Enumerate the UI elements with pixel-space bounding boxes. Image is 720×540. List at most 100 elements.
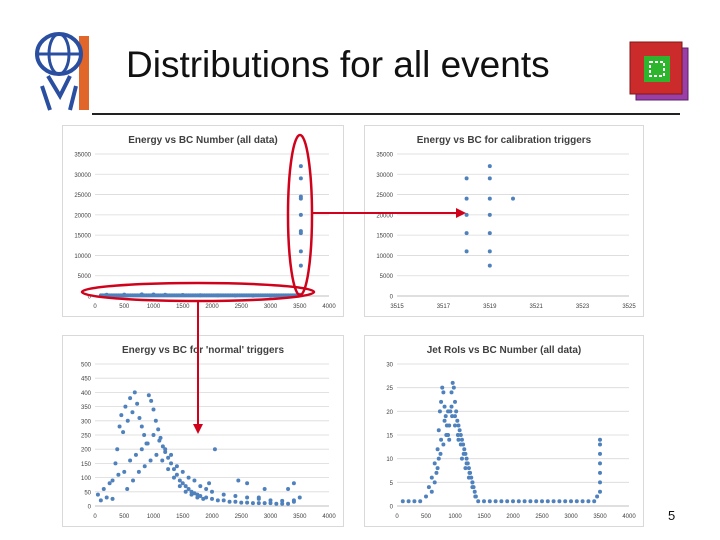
data-point (137, 415, 142, 420)
data-point (210, 496, 214, 501)
data-point (169, 461, 174, 466)
data-point (406, 499, 411, 504)
data-point (139, 424, 144, 429)
data-point (204, 486, 209, 491)
data-point (215, 498, 220, 503)
page-title: Distributions for all events (126, 44, 550, 85)
data-point (121, 430, 126, 435)
data-point (432, 480, 437, 485)
data-point (166, 455, 171, 460)
data-point (156, 427, 161, 432)
data-point (149, 398, 154, 403)
y-tick-label: 20 (386, 410, 393, 416)
x-tick-label: 4000 (622, 514, 636, 520)
data-point (183, 489, 188, 494)
y-tick-label: 10000 (74, 254, 91, 260)
data-point (233, 499, 238, 504)
x-tick-label: 0 (395, 514, 399, 520)
data-point (212, 447, 217, 452)
data-point (470, 480, 475, 485)
data-point (298, 231, 303, 236)
data-point (198, 484, 203, 489)
data-point (113, 461, 118, 466)
data-point (487, 212, 492, 217)
chart-title: Energy vs BC for calibration triggers (417, 135, 592, 146)
y-tick-label: 10000 (376, 254, 393, 260)
data-point (432, 461, 437, 466)
chart-svg: Energy vs BC for calibration triggers 0 50… (376, 135, 636, 310)
data-point (464, 212, 469, 217)
data-point (125, 486, 130, 491)
data-point (446, 409, 451, 414)
data-point (476, 499, 481, 504)
data-point (117, 424, 122, 429)
data-point (464, 249, 469, 254)
data-point (441, 442, 446, 447)
x-tick-label: 500 (421, 514, 432, 520)
data-point (256, 495, 261, 500)
x-tick-label: 2000 (205, 514, 219, 520)
data-point (256, 501, 261, 506)
data-point (464, 176, 469, 181)
data-point (298, 263, 303, 268)
y-tick-label: 30 (386, 363, 393, 369)
data-point (151, 407, 156, 412)
data-point (157, 438, 162, 443)
y-tick-label: 30000 (74, 173, 91, 179)
data-point (245, 481, 250, 486)
data-point (128, 458, 133, 463)
y-tick-label: 25 (386, 386, 393, 392)
data-point (146, 393, 151, 398)
data-point (442, 418, 447, 423)
data-point (291, 499, 296, 504)
data-point (438, 451, 443, 456)
data-point (107, 481, 112, 486)
data-point (133, 452, 138, 457)
data-point (136, 469, 141, 474)
data-point (540, 499, 544, 504)
data-point (160, 444, 165, 449)
data-point (153, 418, 158, 423)
data-point (598, 489, 602, 494)
y-tick-label: 300 (81, 419, 92, 425)
data-point (180, 481, 185, 486)
data-point (186, 475, 191, 480)
data-point (125, 418, 130, 423)
y-tick-label: 200 (81, 448, 92, 454)
data-point (221, 498, 226, 503)
data-point (487, 499, 492, 504)
data-point (598, 442, 602, 447)
chart-title: Energy vs BC Number (all data) (128, 135, 277, 146)
y-tick-label: 25000 (376, 193, 393, 199)
x-tick-label: 3515 (390, 304, 404, 310)
data-point (454, 409, 459, 414)
x-tick-label: 1500 (477, 514, 491, 520)
data-point (464, 456, 469, 461)
x-tick-label: 500 (119, 514, 130, 520)
data-point (598, 451, 602, 456)
data-point (400, 499, 405, 504)
data-point (122, 469, 127, 474)
data-point (154, 452, 159, 457)
data-point (166, 467, 171, 472)
data-point (467, 470, 472, 475)
data-point (598, 437, 602, 442)
data-point (473, 494, 478, 499)
data-point (487, 263, 492, 268)
y-tick-label: 30000 (376, 173, 393, 179)
data-point (449, 404, 454, 409)
y-tick-label: 5000 (380, 274, 394, 280)
data-point (171, 475, 176, 480)
y-tick-label: 20000 (376, 213, 393, 219)
y-tick-label: 0 (390, 295, 394, 301)
data-point (286, 501, 291, 506)
data-point (437, 409, 442, 414)
data-point (130, 410, 135, 415)
data-point (268, 498, 273, 503)
data-point (441, 390, 446, 395)
x-tick-label: 3525 (622, 304, 636, 310)
trigger-badge-icon (629, 41, 689, 101)
data-point (139, 447, 144, 452)
x-tick-label: 2500 (235, 304, 249, 310)
x-tick-label: 1000 (147, 514, 161, 520)
